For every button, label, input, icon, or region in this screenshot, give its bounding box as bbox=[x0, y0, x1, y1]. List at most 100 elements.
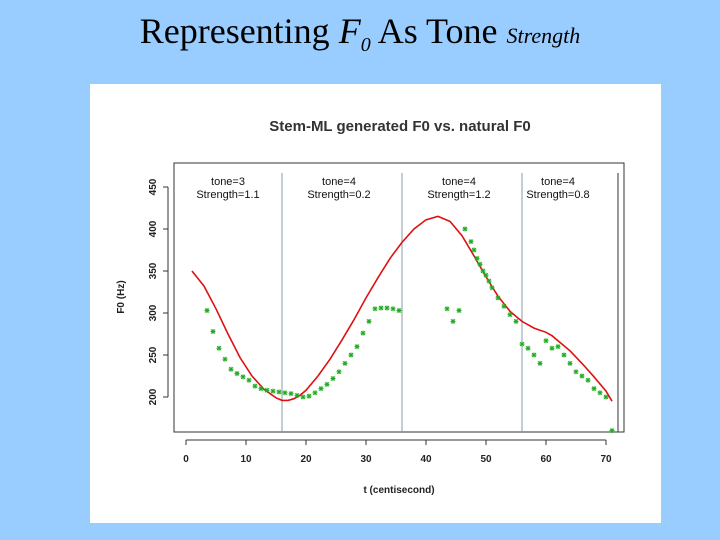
data-point-natural-f0 bbox=[585, 377, 591, 383]
data-point-natural-f0 bbox=[336, 369, 342, 375]
slide-title-text-1: Representing bbox=[139, 11, 339, 51]
data-point-natural-f0 bbox=[456, 307, 462, 313]
data-point-natural-f0 bbox=[288, 391, 294, 397]
annotation-2-tone: tone=4 bbox=[322, 176, 356, 188]
data-point-natural-f0 bbox=[567, 360, 573, 366]
data-point-natural-f0 bbox=[324, 381, 330, 387]
data-point-natural-f0 bbox=[561, 352, 567, 358]
data-point-natural-f0 bbox=[282, 390, 288, 396]
slide-title-subscript: 0 bbox=[360, 34, 371, 57]
data-point-natural-f0 bbox=[597, 390, 603, 396]
data-point-natural-f0 bbox=[234, 370, 240, 376]
data-point-natural-f0 bbox=[450, 318, 456, 324]
plot-area: 0 10 20 30 40 50 60 70 t (centisecond) 200 250 300 3… bbox=[116, 162, 625, 496]
data-point-natural-f0 bbox=[222, 356, 228, 362]
data-point-natural-f0 bbox=[573, 369, 579, 375]
data-point-natural-f0 bbox=[531, 352, 537, 358]
data-point-natural-f0 bbox=[519, 341, 525, 347]
y-tick-label-200: 200 bbox=[148, 388, 159, 405]
annotation-1-tone: tone=3 bbox=[211, 176, 245, 188]
slide-title-small: Strength bbox=[506, 23, 581, 48]
x-tick-label-30: 30 bbox=[360, 454, 372, 465]
slide-title-f: F bbox=[338, 11, 361, 51]
data-point-natural-f0 bbox=[483, 272, 489, 278]
data-point-natural-f0 bbox=[444, 306, 450, 312]
data-point-natural-f0 bbox=[495, 295, 501, 301]
annotation-3-strength: Strength=1.2 bbox=[427, 189, 490, 201]
data-point-natural-f0 bbox=[252, 383, 258, 389]
annotation-4-tone: tone=4 bbox=[541, 176, 575, 188]
data-point-natural-f0 bbox=[603, 394, 609, 400]
y-tick-label-450: 450 bbox=[148, 178, 159, 195]
plot-frame bbox=[173, 162, 625, 433]
x-tick-label-60: 60 bbox=[540, 454, 552, 465]
data-point-natural-f0 bbox=[306, 393, 312, 399]
data-point-natural-f0 bbox=[312, 390, 318, 396]
data-point-natural-f0 bbox=[210, 328, 216, 334]
data-point-natural-f0 bbox=[489, 285, 495, 291]
data-point-natural-f0 bbox=[300, 394, 306, 400]
data-point-natural-f0 bbox=[480, 268, 486, 274]
data-point-natural-f0 bbox=[270, 388, 276, 394]
data-point-natural-f0 bbox=[240, 374, 246, 380]
y-tick-label-300: 300 bbox=[148, 304, 159, 321]
chart-panel: Stem-ML generated F0 vs. natural F0 0 10 2… bbox=[90, 84, 661, 523]
data-point-natural-f0 bbox=[549, 345, 555, 351]
slide-title: Representing F0 As Tone Strength bbox=[0, 10, 720, 57]
data-point-natural-f0 bbox=[477, 261, 483, 267]
data-point-natural-f0 bbox=[609, 428, 615, 434]
data-point-natural-f0 bbox=[360, 330, 366, 336]
data-point-natural-f0 bbox=[264, 387, 270, 393]
x-tick-label-50: 50 bbox=[480, 454, 492, 465]
data-point-natural-f0 bbox=[372, 306, 378, 312]
data-point-natural-f0 bbox=[228, 366, 234, 372]
data-point-natural-f0 bbox=[513, 318, 519, 324]
data-point-natural-f0 bbox=[468, 239, 474, 245]
data-point-natural-f0 bbox=[366, 318, 372, 324]
data-point-natural-f0 bbox=[216, 345, 222, 351]
data-point-natural-f0 bbox=[354, 344, 360, 350]
data-point-natural-f0 bbox=[330, 376, 336, 382]
slide-title-text-2: As Tone bbox=[370, 11, 507, 51]
data-point-natural-f0 bbox=[474, 255, 480, 261]
y-axis-label: F0 (Hz) bbox=[116, 280, 127, 313]
data-point-natural-f0 bbox=[507, 312, 513, 318]
data-point-natural-f0 bbox=[342, 360, 348, 366]
data-point-natural-f0 bbox=[591, 386, 597, 392]
data-point-natural-f0 bbox=[246, 377, 252, 383]
y-tick-label-250: 250 bbox=[148, 346, 159, 363]
data-point-natural-f0 bbox=[318, 386, 324, 392]
series-line-generated-f0 bbox=[191, 215, 613, 402]
data-point-natural-f0 bbox=[378, 305, 384, 311]
annotation-4-strength: Strength=0.8 bbox=[526, 189, 589, 201]
y-tick-label-350: 350 bbox=[148, 262, 159, 279]
x-axis-label: t (centisecond) bbox=[363, 485, 434, 496]
annotation-2-strength: Strength=0.2 bbox=[307, 189, 370, 201]
data-point-natural-f0 bbox=[276, 389, 282, 395]
data-point-natural-f0 bbox=[390, 306, 396, 312]
data-point-natural-f0 bbox=[258, 386, 264, 392]
data-point-natural-f0 bbox=[471, 247, 477, 253]
data-point-natural-f0 bbox=[525, 345, 531, 351]
f0-chart: Stem-ML generated F0 vs. natural F0 0 10 2… bbox=[116, 118, 625, 496]
x-tick-label-70: 70 bbox=[600, 454, 612, 465]
x-tick-label-40: 40 bbox=[420, 454, 432, 465]
annotation-3-tone: tone=4 bbox=[442, 176, 476, 188]
data-point-natural-f0 bbox=[348, 352, 354, 358]
x-tick-label-0: 0 bbox=[183, 454, 189, 465]
data-point-natural-f0 bbox=[294, 392, 300, 398]
data-point-natural-f0 bbox=[486, 278, 492, 284]
chart-title: Stem-ML generated F0 vs. natural F0 bbox=[269, 118, 530, 135]
data-point-natural-f0 bbox=[501, 303, 507, 309]
data-point-natural-f0 bbox=[204, 307, 210, 313]
data-point-natural-f0 bbox=[396, 307, 402, 313]
x-tick-label-10: 10 bbox=[240, 454, 252, 465]
data-point-natural-f0 bbox=[543, 338, 549, 344]
x-tick-label-20: 20 bbox=[300, 454, 312, 465]
annotation-1-strength: Strength=1.1 bbox=[196, 189, 259, 201]
data-point-natural-f0 bbox=[384, 305, 390, 311]
y-tick-label-400: 400 bbox=[148, 220, 159, 237]
data-point-natural-f0 bbox=[462, 226, 468, 232]
data-point-natural-f0 bbox=[537, 360, 543, 366]
data-point-natural-f0 bbox=[579, 373, 585, 379]
